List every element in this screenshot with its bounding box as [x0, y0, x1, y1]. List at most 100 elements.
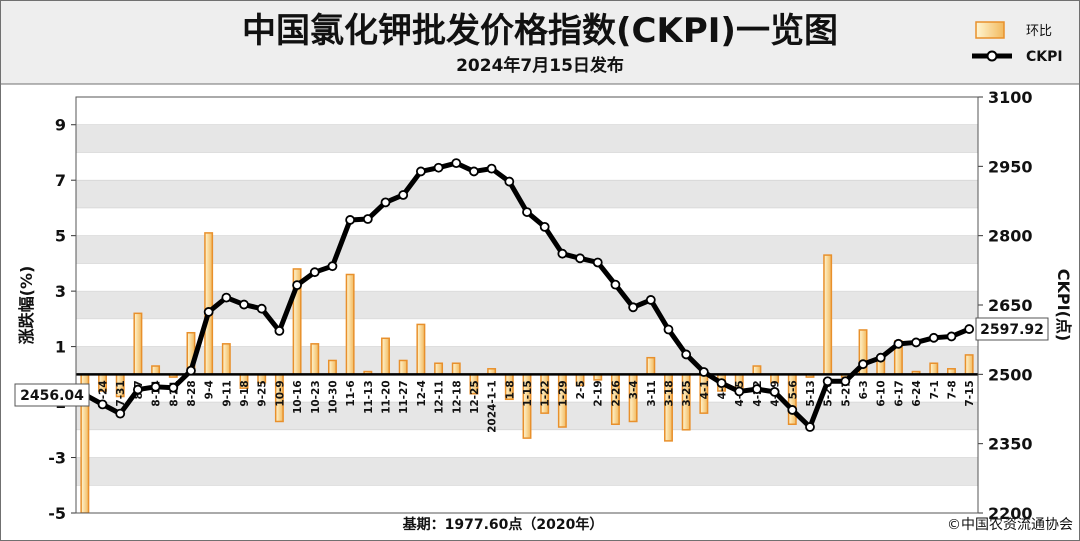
ckpi-point-8-7 — [133, 384, 143, 395]
copyright-note: ©中国农资流通协会 — [947, 517, 1073, 533]
bar-9-4 — [204, 232, 214, 376]
x-tick-label: 9-18 — [239, 380, 251, 406]
x-tick-label: 10-30 — [327, 380, 339, 414]
ckpi-point-11-20 — [380, 197, 391, 208]
left-tick-label: 1 — [55, 338, 66, 357]
x-tick-label: 7-31 — [115, 380, 127, 406]
bar-9-11 — [221, 343, 231, 376]
right-tick-label: 2800 — [988, 227, 1033, 246]
ckpi-point-2-5 — [575, 253, 585, 264]
ckpi-point-3-11 — [645, 295, 656, 305]
x-tick-label: 6-3 — [858, 380, 870, 399]
x-tick-label: 7-15 — [964, 380, 976, 406]
x-tick-label: 6-17 — [893, 380, 905, 406]
ckpi-point-9-11 — [221, 292, 232, 303]
bar-8-7 — [133, 312, 143, 376]
ckpi-point-7-8 — [946, 331, 957, 342]
ckpi-point-5-27 — [840, 376, 851, 387]
bar-5-20 — [823, 254, 833, 376]
ckpi-point-1-22 — [539, 221, 550, 232]
ckpi-point-1-8 — [504, 176, 515, 187]
grid-band — [76, 124, 978, 153]
right-tick-label: 2350 — [988, 435, 1033, 454]
ckpi-point-10-30 — [327, 261, 338, 272]
bar-12-18 — [451, 362, 461, 376]
x-tick-label: 12-25 — [469, 380, 481, 414]
x-tick-label: 10-23 — [310, 380, 322, 414]
left-tick-label: -5 — [48, 504, 66, 523]
ckpi-point-9-25 — [256, 303, 267, 314]
chart-title: 中国氯化钾批发价格指数(CKPI)一览图 — [242, 11, 838, 51]
x-tick-label: 11-27 — [398, 380, 410, 414]
legend-bar-label: 环比 — [1026, 24, 1052, 39]
ckpi-point-4-8 — [716, 378, 727, 389]
ckpi-point-12-18 — [451, 158, 462, 168]
x-tick-label: 11-13 — [363, 380, 375, 414]
grid-band — [76, 457, 978, 486]
x-tick-label: 3-11 — [646, 380, 658, 406]
left-axis-title: 涨跌幅(%) — [17, 266, 36, 345]
left-tick-label: 3 — [55, 282, 66, 301]
ckpi-point-9-4 — [203, 307, 214, 317]
ckpi-point-9-18 — [239, 299, 249, 310]
bar-11-20 — [381, 337, 390, 376]
x-tick-label: 9-11 — [221, 380, 233, 406]
ckpi-point-12-25 — [469, 166, 479, 177]
ckpi-point-4-29 — [769, 386, 780, 397]
ckpi-point-7-24 — [97, 399, 108, 410]
ckpi-point-4-1 — [698, 367, 709, 377]
ckpi-point-7-15 — [964, 324, 975, 334]
x-tick-label: 6-24 — [911, 380, 923, 406]
ckpi-point-11-13 — [362, 214, 373, 224]
x-tick-label: 12-11 — [434, 380, 446, 414]
right-tick-label: 3100 — [988, 88, 1033, 107]
x-tick-label: 7-1 — [929, 380, 941, 399]
ckpi-point-7-31 — [115, 408, 126, 419]
bar-12-11 — [434, 362, 444, 376]
x-tick-label: 10-9 — [274, 380, 286, 406]
bar-7-1 — [929, 362, 939, 376]
ckpi-point-8-28 — [186, 365, 196, 376]
base-note: 基期：1977.60点（2020年） — [403, 516, 604, 533]
x-tick-label: 1-22 — [540, 380, 552, 406]
bar-12-4 — [416, 323, 426, 376]
left-tick-label: 5 — [55, 227, 66, 246]
legend-line-marker — [986, 50, 998, 62]
ckpi-point-8-14 — [150, 381, 161, 392]
legend-line-label: CKPI — [1026, 49, 1063, 65]
x-tick-label: 9-4 — [204, 380, 216, 399]
x-tick-label: 11-20 — [381, 380, 393, 414]
x-tick-label: 2024-1-1 — [487, 380, 499, 433]
ckpi-point-3-25 — [681, 349, 692, 360]
x-tick-label: 1-8 — [504, 380, 516, 399]
x-tick-label: 5-6 — [787, 380, 799, 399]
ckpi-point-6-17 — [893, 338, 904, 349]
ckpi-point-3-4 — [628, 302, 639, 313]
x-tick-label: 8-28 — [186, 380, 198, 406]
plot-border — [75, 96, 979, 514]
ckpi-point-5-13 — [805, 422, 815, 432]
ckpi-point-12-11 — [433, 162, 444, 173]
ckpi-point-1-29 — [557, 248, 568, 259]
ckpi-point-10-16 — [292, 280, 302, 291]
right-tick-label: 2950 — [988, 157, 1033, 176]
x-tick-label: 12-18 — [451, 380, 463, 414]
right-tick-label: 2500 — [988, 365, 1033, 384]
grid-band — [76, 180, 978, 208]
ckpi-point-11-27 — [398, 190, 409, 200]
x-axis-labels: 7-247-318-78-148-218-289-49-119-189-2510… — [98, 380, 977, 433]
ckpi-point-10-9 — [274, 325, 285, 336]
ckpi-point-11-6 — [345, 215, 356, 225]
first-value-callout: 2456.04 — [14, 383, 90, 407]
left-tick-label: -3 — [48, 449, 66, 468]
x-tick-label: 7-8 — [946, 380, 958, 399]
ckpi-point-5-20 — [822, 376, 833, 387]
bar-11-27 — [398, 359, 408, 376]
ckpi-point-2024-1-1 — [486, 163, 497, 174]
ckpi-point-6-24 — [911, 337, 921, 348]
ckpi-point-10-23 — [309, 267, 320, 278]
ckpi-line-series — [79, 158, 975, 432]
last-value-callout: 2597.92 — [975, 317, 1049, 341]
first-value-label: 2456.04 — [20, 388, 84, 404]
